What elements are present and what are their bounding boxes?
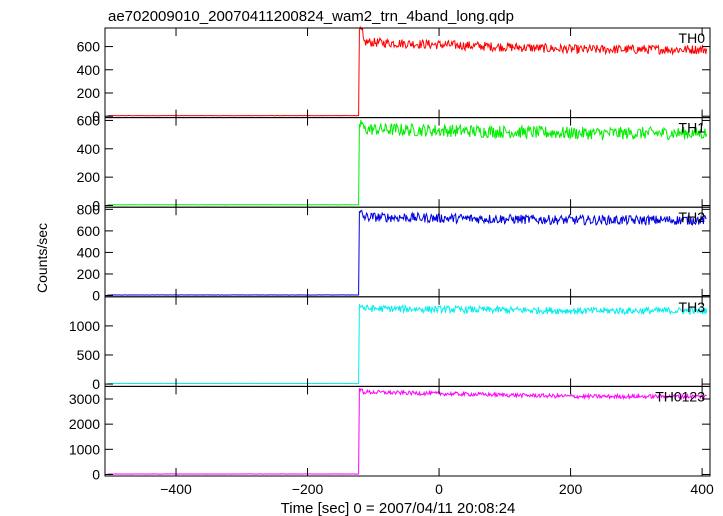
y-tick-label: 400 (77, 62, 101, 78)
y-tick-label: 200 (77, 85, 101, 101)
x-tick-label: 200 (559, 481, 583, 497)
y-tick-label: 0 (92, 376, 100, 392)
panels-group: 0 200 400 600 TH0 0 200 400 600 TH1 0 200 400 600 800 T… (69, 25, 714, 497)
series-line-th2 (107, 209, 707, 296)
y-tick-label: 200 (77, 266, 101, 282)
y-tick-label: 0 (92, 288, 100, 304)
chart-title: ae702009010_20070411200824_wam2_trn_4ban… (108, 8, 514, 25)
x-axis-label: Time [sec] 0 = 2007/04/11 20:08:24 (281, 500, 516, 516)
panel-label-th3: TH3 (679, 299, 706, 315)
y-tick-label: 2000 (69, 416, 100, 432)
x-tick-label: 0 (435, 481, 443, 497)
y-tick-label: 0 (92, 108, 100, 124)
panel-label-th1: TH1 (679, 120, 706, 136)
y-tick-label: 600 (77, 112, 101, 128)
y-tick-label: 3000 (69, 391, 100, 407)
series-line-th3 (107, 303, 708, 385)
y-tick-label: 0 (92, 197, 100, 213)
y-tick-label: 600 (77, 223, 101, 239)
x-tick-label: −400 (160, 481, 192, 497)
y-tick-label: 1000 (69, 318, 100, 334)
x-tick-label: 400 (690, 481, 714, 497)
series-line-th1 (107, 119, 708, 206)
panel-frame-1 (104, 27, 711, 119)
y-tick-label: 200 (77, 169, 101, 185)
y-tick-label: 400 (77, 141, 101, 157)
x-tick-label: −200 (292, 481, 324, 497)
panel-frame-3 (104, 206, 711, 298)
y-tick-label: 800 (77, 201, 101, 217)
y-tick-label: 500 (77, 347, 101, 363)
panel-label-th2: TH2 (679, 209, 706, 225)
y-tick-label: 1000 (69, 441, 100, 457)
y-tick-label: 600 (77, 39, 101, 55)
panel-label-th0123: TH0123 (655, 388, 705, 404)
panel-label-th0: TH0 (679, 30, 706, 46)
y-tick-label: 0 (92, 466, 100, 482)
y-axis-label: Counts/sec (34, 223, 50, 293)
y-tick-label: 400 (77, 244, 101, 260)
series-line-th0 (107, 25, 708, 117)
panel-frame-5 (104, 385, 711, 477)
series-line-th0123 (107, 387, 707, 475)
